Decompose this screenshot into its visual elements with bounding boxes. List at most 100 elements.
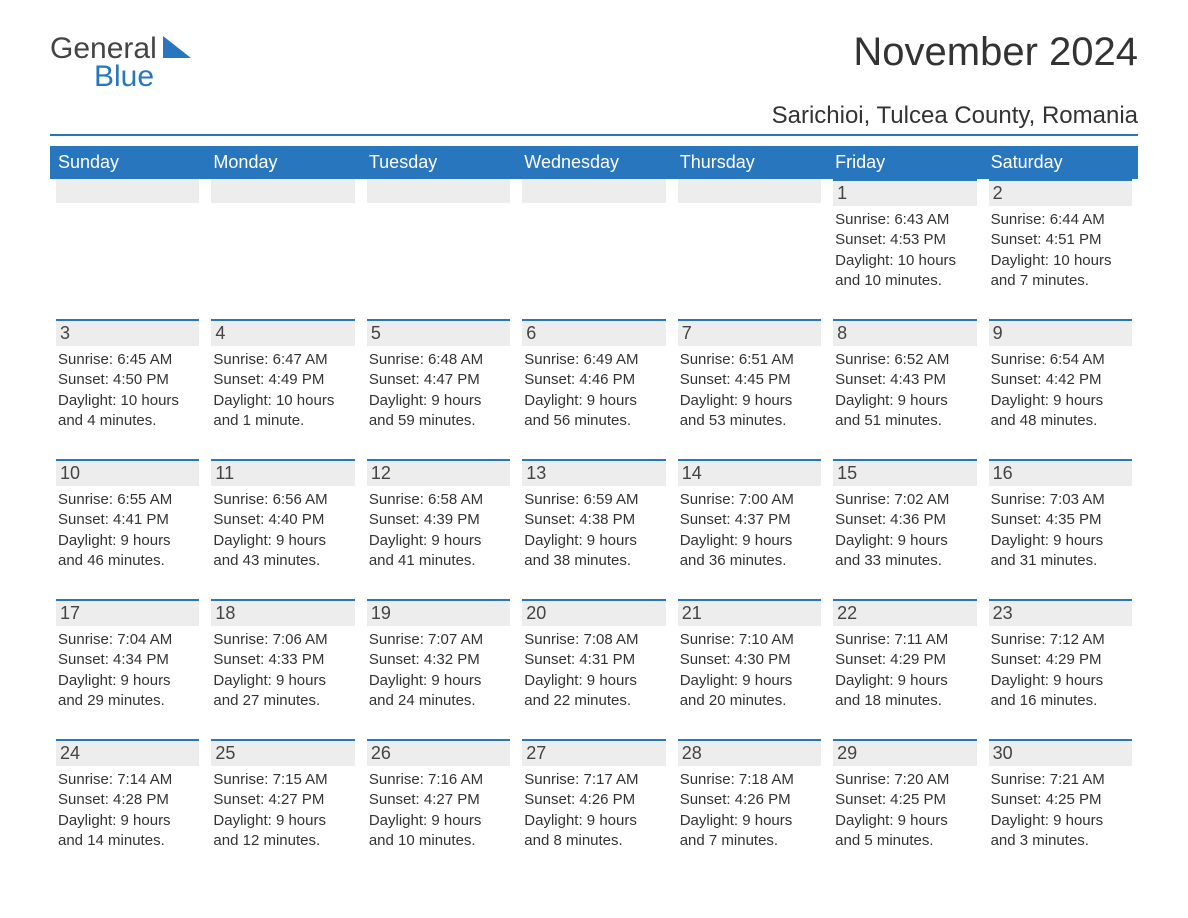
day-details: Sunrise: 7:21 AMSunset: 4:25 PMDaylight:… bbox=[989, 770, 1132, 851]
sunset-text: Sunset: 4:28 PM bbox=[58, 790, 197, 810]
day-details: Sunrise: 6:51 AMSunset: 4:45 PMDaylight:… bbox=[678, 350, 821, 431]
daylight-text: Daylight: 9 hours and 33 minutes. bbox=[835, 531, 974, 572]
day-details: Sunrise: 6:48 AMSunset: 4:47 PMDaylight:… bbox=[367, 350, 510, 431]
day-number: 6 bbox=[522, 319, 665, 346]
daylight-text: Daylight: 9 hours and 5 minutes. bbox=[835, 811, 974, 852]
day-cell: 9 Sunrise: 6:54 AMSunset: 4:42 PMDaylight… bbox=[983, 319, 1138, 439]
day-details: Sunrise: 6:54 AMSunset: 4:42 PMDaylight:… bbox=[989, 350, 1132, 431]
sunset-text: Sunset: 4:47 PM bbox=[369, 370, 508, 390]
day-cell: 23Sunrise: 7:12 AMSunset: 4:29 PMDayligh… bbox=[983, 599, 1138, 719]
day-details: Sunrise: 6:49 AMSunset: 4:46 PMDaylight:… bbox=[522, 350, 665, 431]
day-header-friday: Friday bbox=[827, 146, 982, 179]
sunset-text: Sunset: 4:27 PM bbox=[369, 790, 508, 810]
sunrise-text: Sunrise: 6:58 AM bbox=[369, 490, 508, 510]
day-cell: 28 Sunrise: 7:18 AMSunset: 4:26 PMDayligh… bbox=[672, 739, 827, 859]
day-details: Sunrise: 6:47 AMSunset: 4:49 PMDaylight:… bbox=[211, 350, 354, 431]
sunrise-text: Sunrise: 7:08 AM bbox=[524, 630, 663, 650]
sunset-text: Sunset: 4:50 PM bbox=[58, 370, 197, 390]
sunrise-text: Sunrise: 7:10 AM bbox=[680, 630, 819, 650]
location-text: Sarichioi, Tulcea County, Romania bbox=[50, 102, 1138, 136]
day-details: Sunrise: 6:55 AMSunset: 4:41 PMDaylight:… bbox=[56, 490, 199, 571]
day-details: Sunrise: 6:43 AMSunset: 4:53 PMDaylight:… bbox=[833, 210, 976, 291]
day-cell: 27Sunrise: 7:17 AMSunset: 4:26 PMDayligh… bbox=[516, 739, 671, 859]
day-cell: 25Sunrise: 7:15 AMSunset: 4:27 PMDayligh… bbox=[205, 739, 360, 859]
day-number: 3 bbox=[56, 319, 199, 346]
day-cell: 22Sunrise: 7:11 AMSunset: 4:29 PMDayligh… bbox=[827, 599, 982, 719]
sunset-text: Sunset: 4:35 PM bbox=[991, 510, 1130, 530]
day-header-monday: Monday bbox=[205, 146, 360, 179]
sunset-text: Sunset: 4:30 PM bbox=[680, 650, 819, 670]
daylight-text: Daylight: 9 hours and 14 minutes. bbox=[58, 811, 197, 852]
day-cell: 3Sunrise: 6:45 AMSunset: 4:50 PMDaylight… bbox=[50, 319, 205, 439]
day-details: Sunrise: 6:52 AMSunset: 4:43 PMDaylight:… bbox=[833, 350, 976, 431]
sunrise-text: Sunrise: 7:20 AM bbox=[835, 770, 974, 790]
sunrise-text: Sunrise: 7:04 AM bbox=[58, 630, 197, 650]
sunrise-text: Sunrise: 7:02 AM bbox=[835, 490, 974, 510]
month-title: November 2024 bbox=[853, 30, 1138, 75]
daylight-text: Daylight: 9 hours and 16 minutes. bbox=[991, 671, 1130, 712]
day-details: Sunrise: 6:56 AMSunset: 4:40 PMDaylight:… bbox=[211, 490, 354, 571]
sunrise-text: Sunrise: 6:45 AM bbox=[58, 350, 197, 370]
day-cell: 6 Sunrise: 6:49 AMSunset: 4:46 PMDaylight… bbox=[516, 319, 671, 439]
day-cell: 21Sunrise: 7:10 AMSunset: 4:30 PMDayligh… bbox=[672, 599, 827, 719]
day-number: 14 bbox=[678, 459, 821, 486]
day-number: 4 bbox=[211, 319, 354, 346]
sunset-text: Sunset: 4:31 PM bbox=[524, 650, 663, 670]
sunset-text: Sunset: 4:40 PM bbox=[213, 510, 352, 530]
sunrise-text: Sunrise: 7:11 AM bbox=[835, 630, 974, 650]
day-cell: 13Sunrise: 6:59 AMSunset: 4:38 PMDayligh… bbox=[516, 459, 671, 579]
day-number-empty bbox=[367, 179, 510, 203]
daylight-text: Daylight: 9 hours and 8 minutes. bbox=[524, 811, 663, 852]
day-details: Sunrise: 7:14 AMSunset: 4:28 PMDaylight:… bbox=[56, 770, 199, 851]
day-cell: 11 Sunrise: 6:56 AMSunset: 4:40 PMDayligh… bbox=[205, 459, 360, 579]
day-details: Sunrise: 6:59 AMSunset: 4:38 PMDaylight:… bbox=[522, 490, 665, 571]
day-details: Sunrise: 6:58 AMSunset: 4:39 PMDaylight:… bbox=[367, 490, 510, 571]
day-cell: 2Sunrise: 6:44 AMSunset: 4:51 PMDaylight… bbox=[983, 179, 1138, 299]
day-number: 16 bbox=[989, 459, 1132, 486]
day-number: 11 bbox=[211, 459, 354, 486]
sunset-text: Sunset: 4:25 PM bbox=[835, 790, 974, 810]
sunset-text: Sunset: 4:42 PM bbox=[991, 370, 1130, 390]
day-number: 28 bbox=[678, 739, 821, 766]
day-number: 2 bbox=[989, 179, 1132, 206]
daylight-text: Daylight: 9 hours and 43 minutes. bbox=[213, 531, 352, 572]
sunset-text: Sunset: 4:29 PM bbox=[991, 650, 1130, 670]
logo: General Blue bbox=[50, 30, 191, 94]
day-number: 25 bbox=[211, 739, 354, 766]
sunrise-text: Sunrise: 7:07 AM bbox=[369, 630, 508, 650]
day-header-wednesday: Wednesday bbox=[516, 146, 671, 179]
day-details: Sunrise: 7:02 AMSunset: 4:36 PMDaylight:… bbox=[833, 490, 976, 571]
day-details: Sunrise: 7:10 AMSunset: 4:30 PMDaylight:… bbox=[678, 630, 821, 711]
day-cell: 19Sunrise: 7:07 AMSunset: 4:32 PMDayligh… bbox=[361, 599, 516, 719]
day-cell bbox=[516, 179, 671, 299]
day-number: 29 bbox=[833, 739, 976, 766]
sunrise-text: Sunrise: 6:49 AM bbox=[524, 350, 663, 370]
day-number: 9 bbox=[989, 319, 1132, 346]
day-header-thursday: Thursday bbox=[672, 146, 827, 179]
sunrise-text: Sunrise: 6:56 AM bbox=[213, 490, 352, 510]
page-header: General Blue November 2024 bbox=[50, 30, 1138, 94]
day-number: 22 bbox=[833, 599, 976, 626]
day-details: Sunrise: 7:08 AMSunset: 4:31 PMDaylight:… bbox=[522, 630, 665, 711]
day-headers-row: Sunday Monday Tuesday Wednesday Thursday… bbox=[50, 146, 1138, 179]
sunset-text: Sunset: 4:33 PM bbox=[213, 650, 352, 670]
day-details: Sunrise: 7:16 AMSunset: 4:27 PMDaylight:… bbox=[367, 770, 510, 851]
day-number: 12 bbox=[367, 459, 510, 486]
daylight-text: Daylight: 9 hours and 24 minutes. bbox=[369, 671, 508, 712]
day-number-empty bbox=[56, 179, 199, 203]
daylight-text: Daylight: 9 hours and 20 minutes. bbox=[680, 671, 819, 712]
day-number: 17 bbox=[56, 599, 199, 626]
daylight-text: Daylight: 9 hours and 3 minutes. bbox=[991, 811, 1130, 852]
sunrise-text: Sunrise: 7:17 AM bbox=[524, 770, 663, 790]
day-number: 30 bbox=[989, 739, 1132, 766]
day-cell: 29 Sunrise: 7:20 AMSunset: 4:25 PMDayligh… bbox=[827, 739, 982, 859]
logo-triangle-icon bbox=[163, 36, 191, 63]
sunrise-text: Sunrise: 7:21 AM bbox=[991, 770, 1130, 790]
week-row: 1 Sunrise: 6:43 AMSunset: 4:53 PMDaylight… bbox=[50, 179, 1138, 299]
sunset-text: Sunset: 4:51 PM bbox=[991, 230, 1130, 250]
daylight-text: Daylight: 9 hours and 36 minutes. bbox=[680, 531, 819, 572]
day-details: Sunrise: 7:18 AMSunset: 4:26 PMDaylight:… bbox=[678, 770, 821, 851]
day-cell: 8Sunrise: 6:52 AMSunset: 4:43 PMDaylight… bbox=[827, 319, 982, 439]
day-number: 1 bbox=[833, 179, 976, 206]
sunrise-text: Sunrise: 6:44 AM bbox=[991, 210, 1130, 230]
